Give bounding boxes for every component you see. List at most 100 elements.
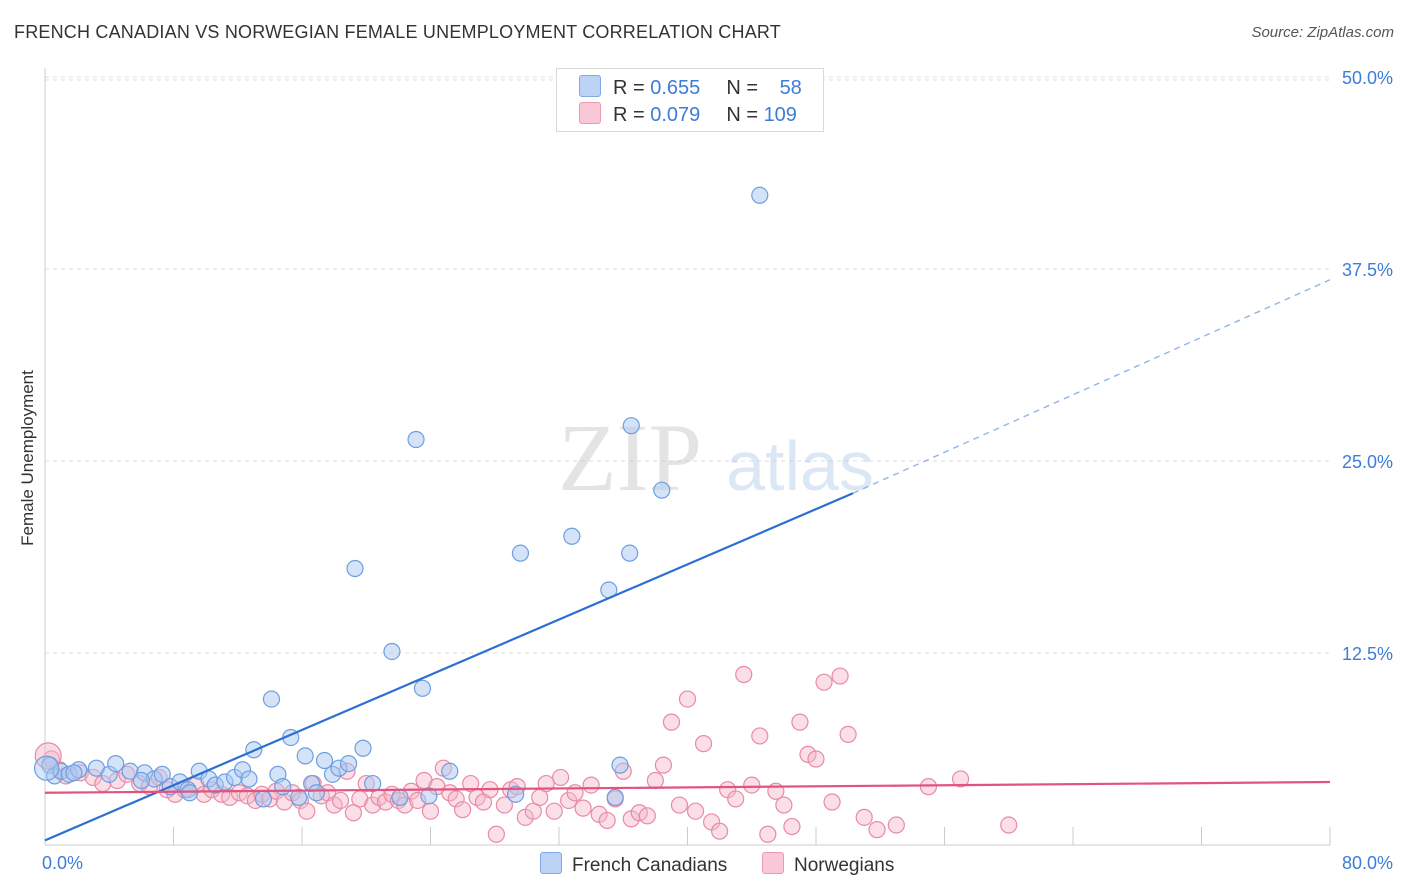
bottom-legend-french-canadians: French Canadians [540, 852, 727, 877]
norwegians-point [221, 788, 239, 806]
french-canadians-point [274, 778, 292, 796]
gridlines [45, 76, 1330, 654]
norwegians-point [598, 811, 616, 830]
french-canadians-trend-extension [852, 279, 1331, 494]
norwegians-point [447, 790, 465, 808]
norwegians-point [855, 808, 873, 826]
french-canadians-point [413, 679, 432, 697]
watermark: ZIP atlas [558, 404, 874, 511]
french-canadians-point [153, 765, 171, 783]
french-canadians-point [653, 481, 671, 499]
french-canadians-point [563, 527, 581, 545]
y-tick-label: 12.5% [1342, 644, 1393, 664]
norwegians-point [743, 776, 761, 794]
legend-n-label: N = [726, 104, 764, 126]
norwegians-point [454, 801, 472, 819]
norwegians-point [654, 756, 673, 774]
norwegians-point [524, 802, 542, 820]
bottom-legend-norwegians: Norwegians [762, 852, 894, 877]
french-canadians-point [391, 788, 409, 806]
bottom-legend-swatch-blue [540, 852, 562, 874]
norwegians-point [545, 802, 563, 820]
french-canadians-trend-line [44, 492, 854, 842]
norwegians-point [662, 713, 681, 731]
norwegians-point [951, 770, 970, 788]
norwegians-point [495, 796, 513, 814]
y-axis-title: Female Unemployment [18, 370, 37, 546]
norwegians-point [331, 791, 350, 810]
norwegians-point [566, 784, 584, 802]
french-canadians-point [407, 430, 425, 449]
x-tick-label-max: 80.0% [1342, 853, 1393, 873]
correlation-legend: R = 0.655 N = 58 R = 0.079 N = 109 [556, 68, 824, 132]
french-canadians-point [441, 762, 459, 780]
x-tick-label-min: 0.0% [42, 853, 83, 873]
norwegians-point [791, 713, 809, 731]
french-canadians-point [364, 774, 382, 793]
axis-labels: 12.5% 25.0% 37.5% 50.0% 0.0% 80.0% Female Unem… [18, 68, 1393, 873]
legend-swatch-pink [579, 102, 601, 124]
norwegians-point [670, 796, 689, 814]
french-canadians-point [354, 739, 372, 757]
norwegians-point [735, 665, 753, 684]
norwegians-point [775, 796, 793, 814]
legend-swatch-blue [579, 75, 601, 97]
french-canadians-point [507, 785, 525, 803]
y-tick-label: 50.0% [1342, 68, 1393, 88]
norwegians-point [807, 750, 825, 768]
legend-r-value: 0.079 [650, 104, 701, 126]
legend-row-french-canadians: R = 0.655 N = 58 [579, 75, 802, 99]
bottom-legend-label: French Canadians [572, 855, 728, 876]
norwegians-point [646, 771, 664, 790]
norwegians-point [751, 727, 769, 745]
french-canadians-point [420, 787, 438, 805]
source-label: Source: ZipAtlas.com [1251, 24, 1394, 41]
french-canadians-point [307, 784, 326, 802]
legend-row-norwegians: R = 0.079 N = 109 [579, 102, 797, 126]
norwegians-point [727, 790, 745, 808]
norwegians-point [823, 793, 841, 811]
axes [44, 68, 1331, 846]
norwegians-point [638, 807, 656, 825]
french-canadians-point [511, 544, 530, 562]
french-canadians-points [34, 186, 769, 808]
french-canadians-point [621, 544, 639, 562]
norwegians-point [1000, 816, 1018, 834]
norwegians-point [344, 804, 362, 822]
norwegians-point [421, 802, 440, 820]
norwegians-point [799, 745, 817, 763]
trend-lines [44, 279, 1331, 842]
french-canadians-point [34, 755, 60, 781]
norwegians-point [574, 799, 592, 817]
norwegians-point [552, 768, 570, 787]
norwegians-point [783, 817, 801, 836]
legend-r-label: R = [613, 104, 651, 126]
y-tick-label: 25.0% [1342, 452, 1393, 472]
french-canadians-point [290, 788, 308, 806]
french-canadians-point [611, 756, 629, 774]
norwegians-point [487, 825, 505, 843]
french-canadians-point [751, 186, 769, 204]
french-canadians-point [240, 770, 258, 788]
norwegians-point [678, 690, 697, 708]
norwegians-point [831, 667, 849, 685]
legend-r-label: R = [613, 77, 651, 99]
norwegians-point [919, 778, 938, 796]
legend-n-label: N = [726, 77, 764, 99]
legend-r-value: 0.655 [650, 77, 701, 99]
bottom-legend-label: Norwegians [794, 855, 895, 876]
y-tick-label: 37.5% [1342, 260, 1393, 280]
french-canadians-point [296, 747, 314, 765]
watermark-atlas: atlas [726, 427, 874, 505]
chart-title: FRENCH CANADIAN VS NORWEGIAN FEMALE UNEM… [14, 22, 781, 42]
french-canadians-point [65, 764, 83, 782]
french-canadians-point [254, 790, 273, 808]
norwegians-point [462, 774, 480, 793]
french-canadians-point [346, 559, 364, 578]
norwegians-point [839, 725, 857, 744]
norwegians-point [686, 802, 705, 820]
french-canadians-point [262, 690, 281, 708]
french-canadians-point [339, 754, 358, 773]
french-canadians-point [132, 771, 150, 790]
